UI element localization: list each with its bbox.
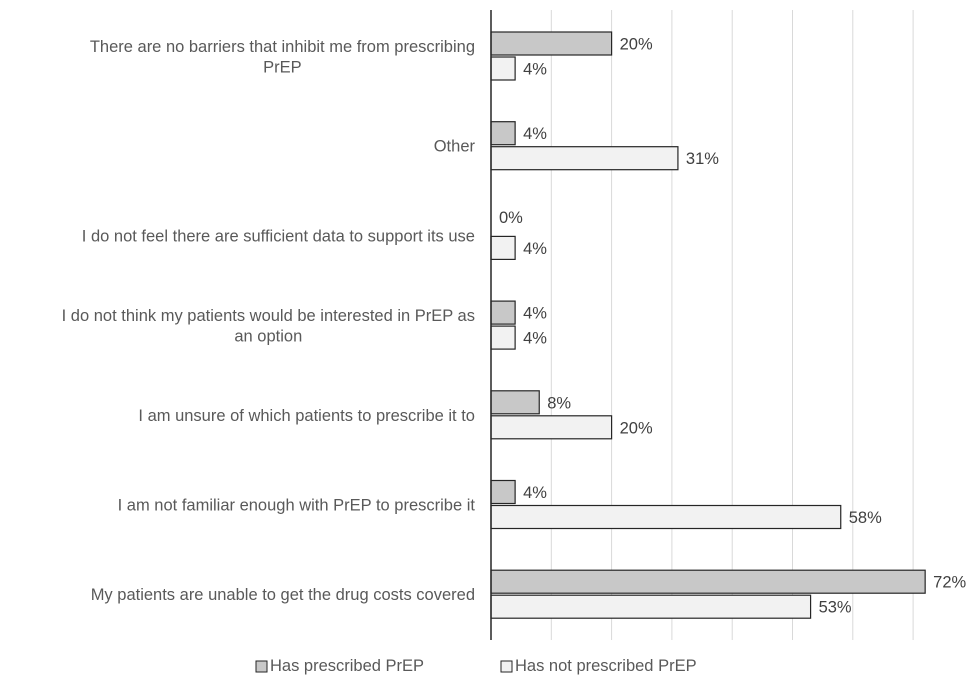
data-label: 31% — [686, 150, 719, 168]
category-label: I do not think my patients would be inte… — [62, 307, 475, 346]
data-labels: 20%4%4%31%0%4%4%4%8%20%4%58%72%53% — [499, 36, 966, 617]
bar-has-prescribed — [490, 300, 516, 325]
data-label: 53% — [819, 599, 852, 617]
category-label: Other — [434, 138, 476, 156]
data-label: 0% — [499, 209, 523, 227]
data-label: 20% — [620, 419, 653, 437]
bar-has-prescribed — [490, 479, 516, 505]
bar-has-prescribed — [490, 121, 516, 146]
data-label: 4% — [523, 240, 547, 258]
legend-swatch — [255, 660, 268, 673]
legend-label-has-not-prescribed: Has not prescribed PrEP — [515, 657, 697, 675]
legend: Has prescribed PrEP Has not prescribed Pr… — [255, 657, 697, 675]
category-label: My patients are unable to get the drug c… — [91, 586, 475, 604]
bar-has-not-prescribed — [490, 235, 516, 260]
bar-has-not-prescribed — [490, 594, 812, 619]
data-label: 20% — [620, 36, 653, 54]
data-label: 8% — [547, 394, 571, 412]
gridlines — [550, 10, 914, 640]
category-label: I am unsure of which patients to prescri… — [138, 407, 475, 425]
data-label: 58% — [849, 509, 882, 527]
data-label: 4% — [523, 61, 547, 79]
data-label: 4% — [523, 125, 547, 143]
category-label: There are no barriers that inhibit me fr… — [90, 38, 475, 77]
bar-has-not-prescribed — [490, 146, 679, 171]
bar-has-not-prescribed — [490, 56, 516, 81]
data-label: 4% — [523, 484, 547, 502]
category-label: I am not familiar enough with PrEP to pr… — [118, 497, 476, 515]
legend-swatch — [500, 660, 513, 673]
bar-has-prescribed — [490, 569, 926, 594]
legend-label-has-prescribed: Has prescribed PrEP — [270, 657, 424, 675]
bar-has-prescribed — [490, 31, 613, 56]
category-labels: There are no barriers that inhibit me fr… — [62, 38, 476, 604]
category-label: I do not feel there are sufficient data … — [82, 227, 475, 245]
bars — [490, 31, 926, 619]
bar-has-not-prescribed — [490, 504, 842, 530]
data-label: 4% — [523, 330, 547, 348]
bar-has-not-prescribed — [490, 415, 613, 440]
data-label: 4% — [523, 305, 547, 323]
bar-has-prescribed — [490, 390, 540, 415]
bar-has-not-prescribed — [490, 325, 516, 350]
data-label: 72% — [933, 574, 966, 592]
